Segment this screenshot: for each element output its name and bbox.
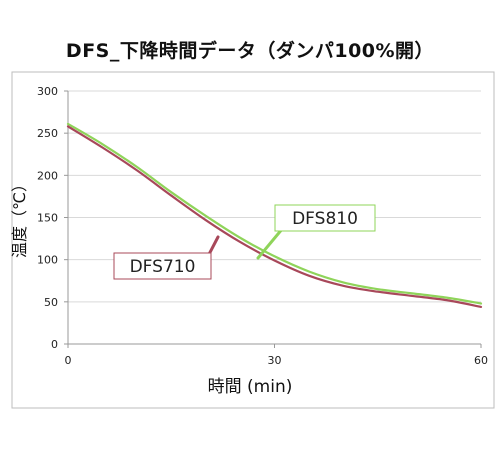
- x-tick-label: 0: [65, 354, 72, 367]
- y-tick-label: 0: [51, 338, 58, 351]
- x-tick-label: 60: [474, 354, 488, 367]
- series-label-dfs710: DFS710: [130, 257, 196, 277]
- x-tick-label: 30: [268, 354, 282, 367]
- label-box-dfs710: [113, 252, 212, 280]
- series-line-dfs710: [66, 125, 483, 308]
- label-box-dfs810: [274, 204, 376, 232]
- x-axis-label: 時間 (min): [208, 377, 293, 397]
- leader-dfs810: [256, 226, 285, 260]
- chart-frame: [11, 71, 495, 409]
- y-tick-label: 300: [37, 85, 58, 98]
- chart-title: DFS_下降時間データ（ダンパ100%開）: [65, 40, 435, 62]
- y-tick-label: 150: [37, 212, 58, 225]
- y-tick-labels: 0 50 100 150 200 250 300: [37, 85, 58, 351]
- y-tick-label: 250: [37, 127, 58, 140]
- series-labels: DFS810 DFS710: [113, 204, 376, 280]
- y-axis-label: 温度（℃）: [10, 176, 29, 258]
- series-group: [66, 122, 483, 308]
- x-tick-labels: 0 30 60: [65, 354, 489, 367]
- series-label-dfs810: DFS810: [292, 209, 358, 229]
- y-tick-label: 100: [37, 254, 58, 267]
- series-line-dfs810: [66, 122, 483, 305]
- y-tick-label: 200: [37, 169, 58, 182]
- y-tick-label: 50: [44, 296, 58, 309]
- axes: [64, 90, 482, 348]
